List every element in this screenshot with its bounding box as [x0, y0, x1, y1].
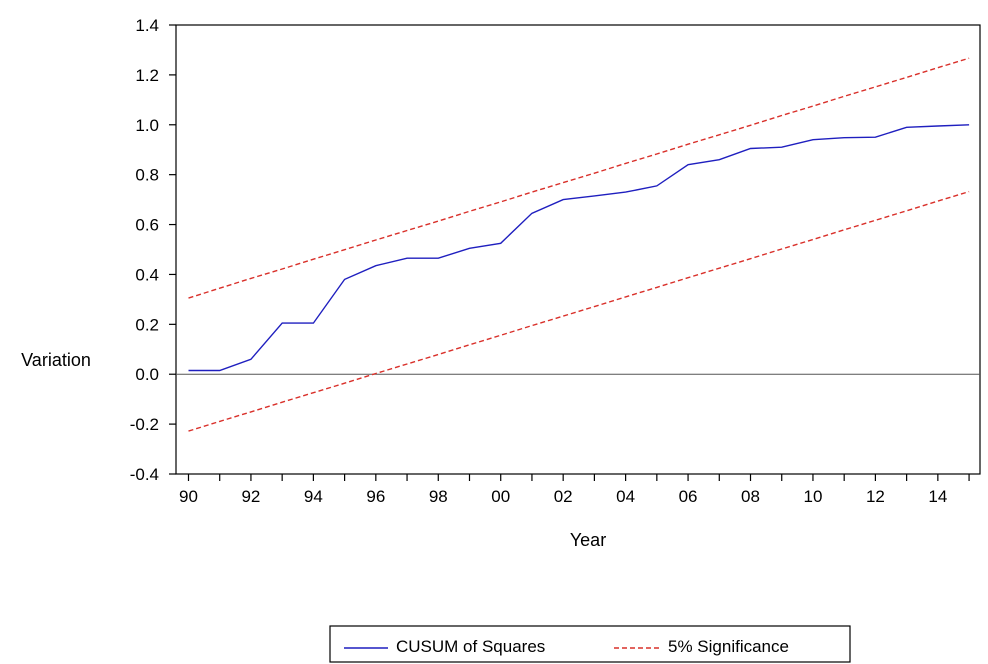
y-tick-label: 0.2	[135, 315, 159, 334]
x-tick-label: 98	[429, 487, 448, 506]
y-tick-label: -0.2	[130, 415, 159, 434]
y-axis: 1.4 1.2 1.0 0.8 0.6 0.4 0.2 0.0 -0.2 -0.4	[130, 16, 176, 484]
legend-box	[329, 625, 851, 663]
y-tick-label: -0.4	[130, 465, 159, 484]
plot-area	[175, 24, 981, 475]
y-tick-label: 1.2	[135, 66, 159, 85]
upper-5pct-significance-line	[188, 57, 970, 299]
series-lines	[188, 57, 970, 432]
cusum-of-squares-line	[188, 124, 970, 372]
x-tick-label: 06	[679, 487, 698, 506]
plot-border	[175, 24, 981, 475]
x-tick-label: 10	[803, 487, 822, 506]
x-tick-label: 04	[616, 487, 635, 506]
x-tick-label: 08	[741, 487, 760, 506]
y-tick-label: 0.6	[135, 216, 159, 235]
y-tick-label: 0.8	[135, 166, 159, 185]
y-tick-label: 1.4	[135, 16, 159, 35]
x-axis: 90 92 94 96 98 00 02 04 06 08 10 12 14	[179, 474, 970, 506]
lower-5pct-significance-line	[188, 190, 970, 432]
x-tick-label: 14	[928, 487, 947, 506]
x-tick-label: 92	[241, 487, 260, 506]
x-tick-label: 94	[304, 487, 323, 506]
y-tick-label: 1.0	[135, 116, 159, 135]
x-tick-label: 02	[554, 487, 573, 506]
x-axis-title: Year	[570, 530, 606, 550]
y-axis-title: Variation	[21, 350, 91, 370]
legend-label-cusum: CUSUM of Squares	[396, 637, 545, 656]
x-tick-label: 90	[179, 487, 198, 506]
x-tick-label: 96	[366, 487, 385, 506]
x-tick-label: 12	[866, 487, 885, 506]
y-tick-label: 0.0	[135, 365, 159, 384]
legend-label-significance: 5% Significance	[668, 637, 789, 656]
x-tick-label: 00	[491, 487, 510, 506]
y-tick-label: 0.4	[135, 265, 159, 284]
legend: CUSUM of Squares 5% Significance	[329, 625, 851, 663]
